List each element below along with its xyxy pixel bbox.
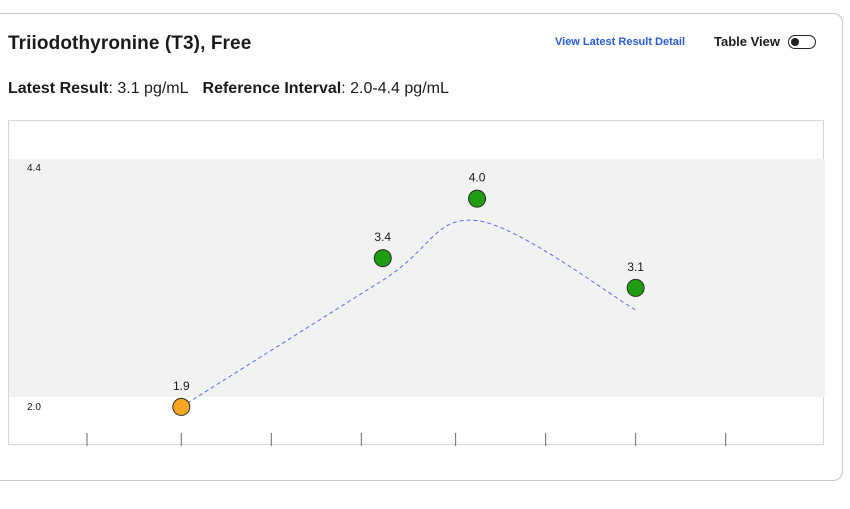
data-label: 3.1 — [627, 260, 644, 274]
data-label: 1.9 — [173, 379, 190, 393]
reference-interval-value: 2.0-4.4 pg/mL — [350, 80, 449, 97]
toggle-knob — [791, 37, 799, 46]
band-low-label: 2.0 — [27, 402, 41, 413]
view-latest-result-detail-link[interactable]: View Latest Result Detail — [555, 36, 686, 48]
result-chart: 4.42.002/10/2503/04/2503/25/2504/15/2505… — [8, 120, 825, 467]
result-summary: Latest Result: 3.1 pg/mL Reference Interv… — [8, 80, 449, 97]
data-point — [373, 249, 392, 268]
table-view-toggle[interactable] — [788, 35, 816, 49]
reference-interval-label: Reference Interval — [202, 80, 342, 97]
data-point — [626, 278, 645, 297]
trend-line — [181, 219, 636, 408]
chart-canvas: 4.42.002/10/2503/04/2503/25/2504/15/2505… — [9, 159, 825, 467]
data-label: 4.0 — [469, 171, 486, 185]
data-point — [172, 397, 191, 416]
latest-result-label: Latest Result — [8, 80, 109, 97]
table-view-label: Table View — [714, 34, 780, 49]
data-label: 3.4 — [374, 230, 391, 244]
test-title: Triiodothyronine (T3), Free — [8, 33, 252, 54]
data-point — [468, 189, 487, 208]
reference-range-band — [9, 159, 825, 397]
band-high-label: 4.4 — [27, 163, 41, 174]
latest-result-value: 3.1 pg/mL — [117, 80, 189, 97]
